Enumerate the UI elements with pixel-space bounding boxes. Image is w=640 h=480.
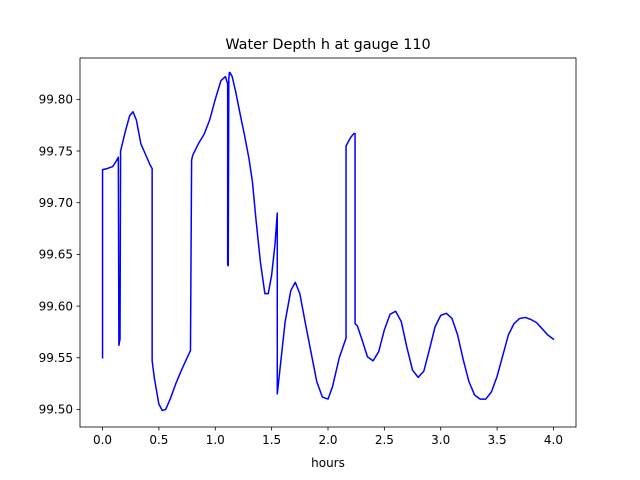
chart-title: Water Depth h at gauge 110 [225,37,430,53]
y-tick-label: 99.75 [39,144,73,158]
x-tick-label: 0.0 [93,433,112,447]
tick-layer: 0.0 0.5 1.0 1.5 2.0 2.5 3.0 3.5 4.0 99.50 99.55 99.… [39,93,563,447]
x-tick-label: 3.0 [431,433,450,447]
x-axis-label: hours [311,456,345,470]
x-tick-label: 2.0 [318,433,337,447]
x-tick-label: 2.5 [375,433,394,447]
y-tick-label: 99.80 [39,93,73,107]
y-tick-label: 99.55 [39,351,73,365]
y-tick-label: 99.60 [39,299,73,313]
y-tick-label: 99.65 [39,248,73,262]
x-tick-label: 0.5 [149,433,168,447]
x-tick-label: 1.5 [262,433,281,447]
y-tick-label: 99.50 [39,403,73,417]
x-tick-label: 4.0 [544,433,563,447]
plot-frame [79,57,577,428]
x-tick-label: 3.5 [488,433,507,447]
series-line-0 [101,71,555,412]
y-tick-label: 99.70 [39,196,73,210]
series-layer [101,71,555,412]
x-tick-label: 1.0 [206,433,225,447]
